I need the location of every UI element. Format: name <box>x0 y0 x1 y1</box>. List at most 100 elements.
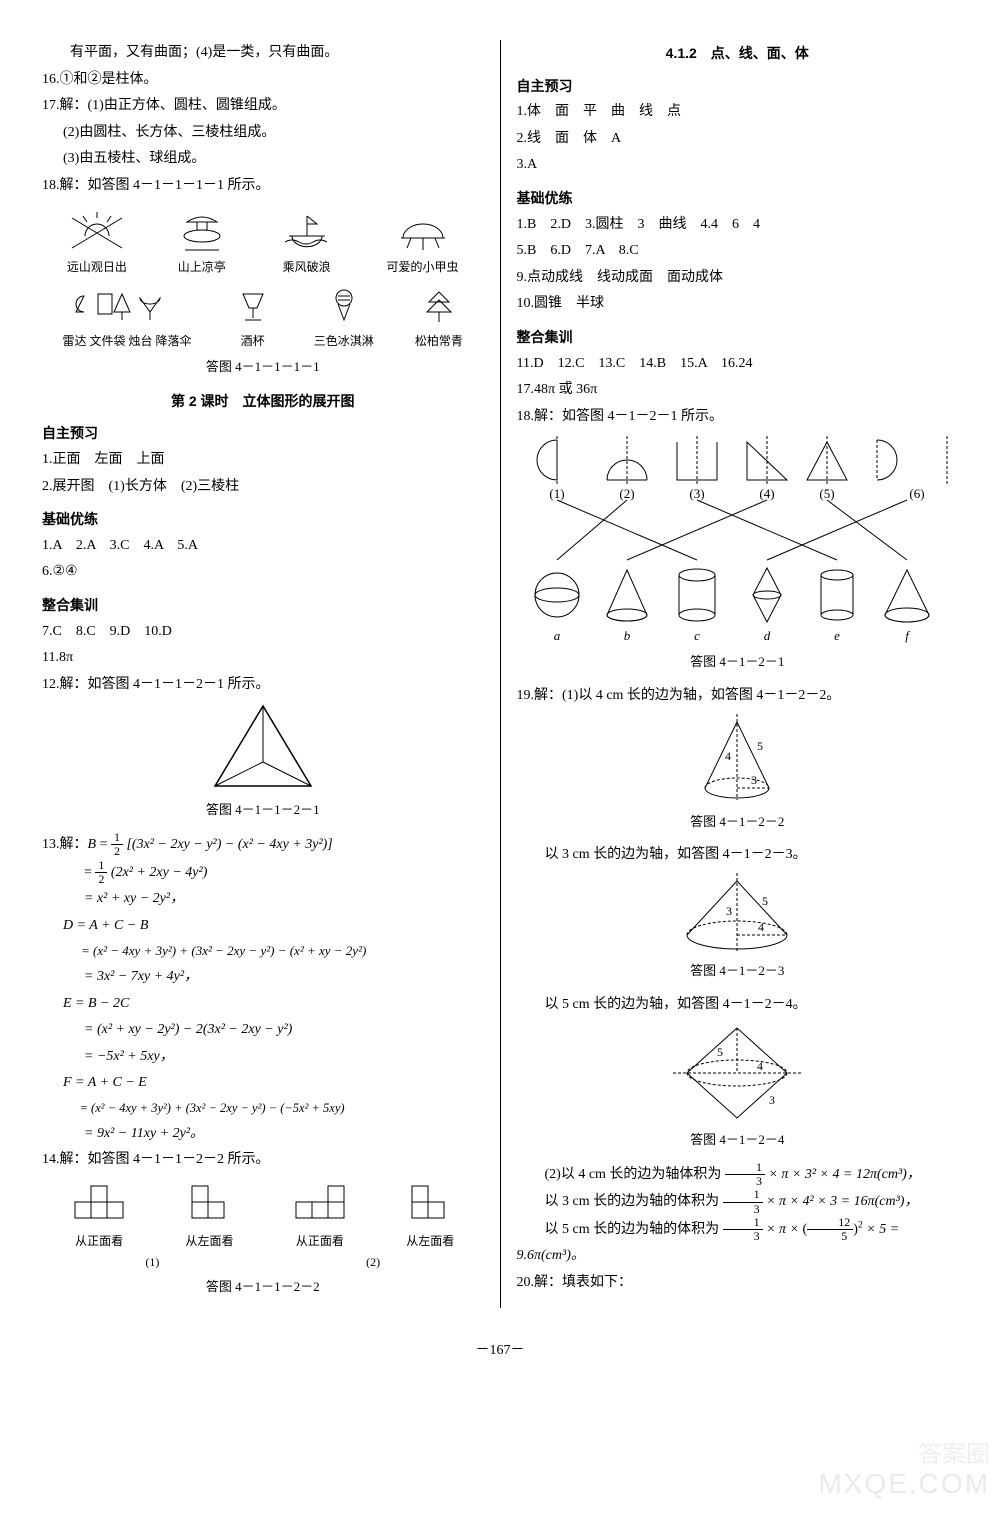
section-title: 自主预习 <box>517 73 959 100</box>
tree-icon <box>419 286 459 330</box>
fig-label: 三色冰淇淋 <box>314 330 374 353</box>
line: 1.体 面 平 曲 线 点 <box>517 99 959 126</box>
line: 以 5 cm 长的边为轴，如答图 4－1－2－4。 <box>517 992 959 1019</box>
line: 2.线 面 体 A <box>517 126 959 153</box>
right-column: 4.1.2 点、线、面、体 自主预习 1.体 面 平 曲 线 点 2.线 面 体… <box>505 40 971 1308</box>
figure-caption: 答图 4－1－1－1－1 <box>42 355 484 380</box>
svg-text:5: 5 <box>717 1045 723 1059</box>
cone-icon: 3 4 5 <box>662 869 812 959</box>
math-line: = 9x² − 11xy + 2y²。 <box>42 1121 484 1148</box>
figure-caption: 答图 4－1－2－4 <box>517 1128 959 1153</box>
figure-bicone: 5 4 3 <box>517 1018 959 1128</box>
fig-item: 从正面看 <box>292 1182 348 1253</box>
figure-caption: 答图 4－1－2－1 <box>517 650 959 675</box>
fig-sub: (1) <box>42 1251 263 1274</box>
svg-text:3: 3 <box>726 904 732 918</box>
cup-icon <box>233 286 273 330</box>
fig-sub: (2) <box>263 1251 484 1274</box>
svg-text:3: 3 <box>769 1093 775 1107</box>
svg-text:(4): (4) <box>760 486 775 501</box>
shapes-icon <box>72 286 182 330</box>
figure-caption: 答图 4－1－2－2 <box>517 810 959 835</box>
figure-row-sub: (1) (2) <box>42 1251 484 1274</box>
boat-icon <box>277 208 337 256</box>
matching-figure: (1)(2) (3)(4) (5)(6) a b c d e f <box>517 430 959 650</box>
figure-row-1: 远山观日出 山上凉亭 乘风破浪 <box>42 208 484 279</box>
section-title: 基础优练 <box>42 506 484 533</box>
svg-text:b: b <box>624 628 631 643</box>
watermark: MXQE.COM <box>818 1457 990 1510</box>
svg-text:a: a <box>554 628 561 643</box>
fig-label: 山上凉亭 <box>177 256 227 279</box>
page-number: －167－ <box>0 1338 1000 1365</box>
fig-label: 松柏常青 <box>415 330 463 353</box>
cone-icon: 4 3 5 <box>677 710 797 810</box>
math-line: D = A + C − B <box>42 913 484 940</box>
figure-caption: 答图 4－1－2－3 <box>517 959 959 984</box>
line: 2.展开图 (1)长方体 (2)三棱柱 <box>42 474 484 501</box>
math-line: = (x² + xy − 2y²) − 2(3x² − 2xy − y²) <box>42 1017 484 1044</box>
math-line: 13.解：B = 12 [(3x² − 2xy − y²) − (x² − 4x… <box>42 831 484 859</box>
svg-text:4: 4 <box>725 749 731 763</box>
figure-triangle <box>42 698 484 798</box>
figure-row-2: 雷达 文件袋 烛台 降落伞 酒杯 三色冰淇淋 <box>42 286 484 353</box>
math-line: = 12 (2x² + 2xy − 4y²) <box>42 859 484 887</box>
figure-row-3: 从正面看 从左面看 从正面看 <box>42 1182 484 1253</box>
fig-item: 可爱的小甲虫 <box>387 208 459 279</box>
fig-item: 酒杯 <box>233 286 273 353</box>
math-line: = (x² − 4xy + 3y²) + (3x² − 2xy − y²) − … <box>42 939 484 964</box>
line: (2)由圆柱、长方体、三棱柱组成。 <box>42 120 484 147</box>
fig-label: 可爱的小甲虫 <box>387 256 459 279</box>
line: 1.A 2.A 3.C 4.A 5.A <box>42 533 484 560</box>
bicone-icon: 5 4 3 <box>657 1018 817 1128</box>
math-line: E = B − 2C <box>42 991 484 1018</box>
math-line: = −5x² + 5xy， <box>42 1044 484 1071</box>
svg-text:e: e <box>834 628 840 643</box>
sunrise-icon <box>67 208 127 256</box>
line: 17.解：(1)由正方体、圆柱、圆锥组成。 <box>42 93 484 120</box>
fig-label: 从左面看 <box>186 1230 234 1253</box>
fig-label: 雷达 文件袋 烛台 降落伞 <box>63 330 192 353</box>
section-title: 整合集训 <box>517 324 959 351</box>
figure-cone1: 4 3 5 <box>517 710 959 810</box>
svg-text:(6): (6) <box>910 486 925 501</box>
fig-label: 酒杯 <box>233 330 273 353</box>
svg-text:3: 3 <box>751 773 757 787</box>
section-header: 4.1.2 点、线、面、体 <box>517 40 959 67</box>
svg-text:(3): (3) <box>690 486 705 501</box>
line: 6.②④ <box>42 559 484 586</box>
bug-icon <box>395 208 451 256</box>
fig-label: 乘风破浪 <box>277 256 337 279</box>
icecream-icon <box>324 286 364 330</box>
lesson-title: 第 2 课时 立体图形的展开图 <box>42 388 484 415</box>
line: 19.解：(1)以 4 cm 长的边为轴，如答图 4－1－2－2。 <box>517 683 959 710</box>
svg-text:(1): (1) <box>550 486 565 501</box>
svg-text:4: 4 <box>757 1059 763 1073</box>
line: 有平面，又有曲面；(4)是一类，只有曲面。 <box>42 40 484 67</box>
math-line: F = A + C − E <box>42 1070 484 1097</box>
line: (3)由五棱柱、球组成。 <box>42 146 484 173</box>
block-view-icon <box>188 1182 232 1230</box>
line: 11.D 12.C 13.C 14.B 15.A 16.24 <box>517 351 959 378</box>
line: 1.B 2.D 3.圆柱 3 曲线 4.4 6 4 <box>517 212 959 239</box>
section-title: 基础优练 <box>517 185 959 212</box>
line: 18.解：如答图 4－1－2－1 所示。 <box>517 404 959 431</box>
line: 16.①和②是柱体。 <box>42 67 484 94</box>
line: 1.正面 左面 上面 <box>42 447 484 474</box>
fig-item: 远山观日出 <box>67 208 127 279</box>
figure-caption: 答图 4－1－1－2－1 <box>42 798 484 823</box>
left-column: 有平面，又有曲面；(4)是一类，只有曲面。 16.①和②是柱体。 17.解：(1… <box>30 40 496 1308</box>
fig-item: 雷达 文件袋 烛台 降落伞 <box>63 286 192 353</box>
math-line: = x² + xy − 2y²， <box>42 886 484 913</box>
fig-item: 松柏常青 <box>415 286 463 353</box>
tetrahedron-icon <box>203 698 323 798</box>
line: 12.解：如答图 4－1－1－2－1 所示。 <box>42 672 484 699</box>
svg-text:(5): (5) <box>820 486 835 501</box>
line: 14.解：如答图 4－1－1－2－2 所示。 <box>42 1147 484 1174</box>
fig-item: 山上凉亭 <box>177 208 227 279</box>
fig-label: 远山观日出 <box>67 256 127 279</box>
fig-item: 从正面看 <box>71 1182 127 1253</box>
fig-label: 从正面看 <box>292 1230 348 1253</box>
svg-text:f: f <box>905 628 911 643</box>
block-view-icon <box>292 1182 348 1230</box>
